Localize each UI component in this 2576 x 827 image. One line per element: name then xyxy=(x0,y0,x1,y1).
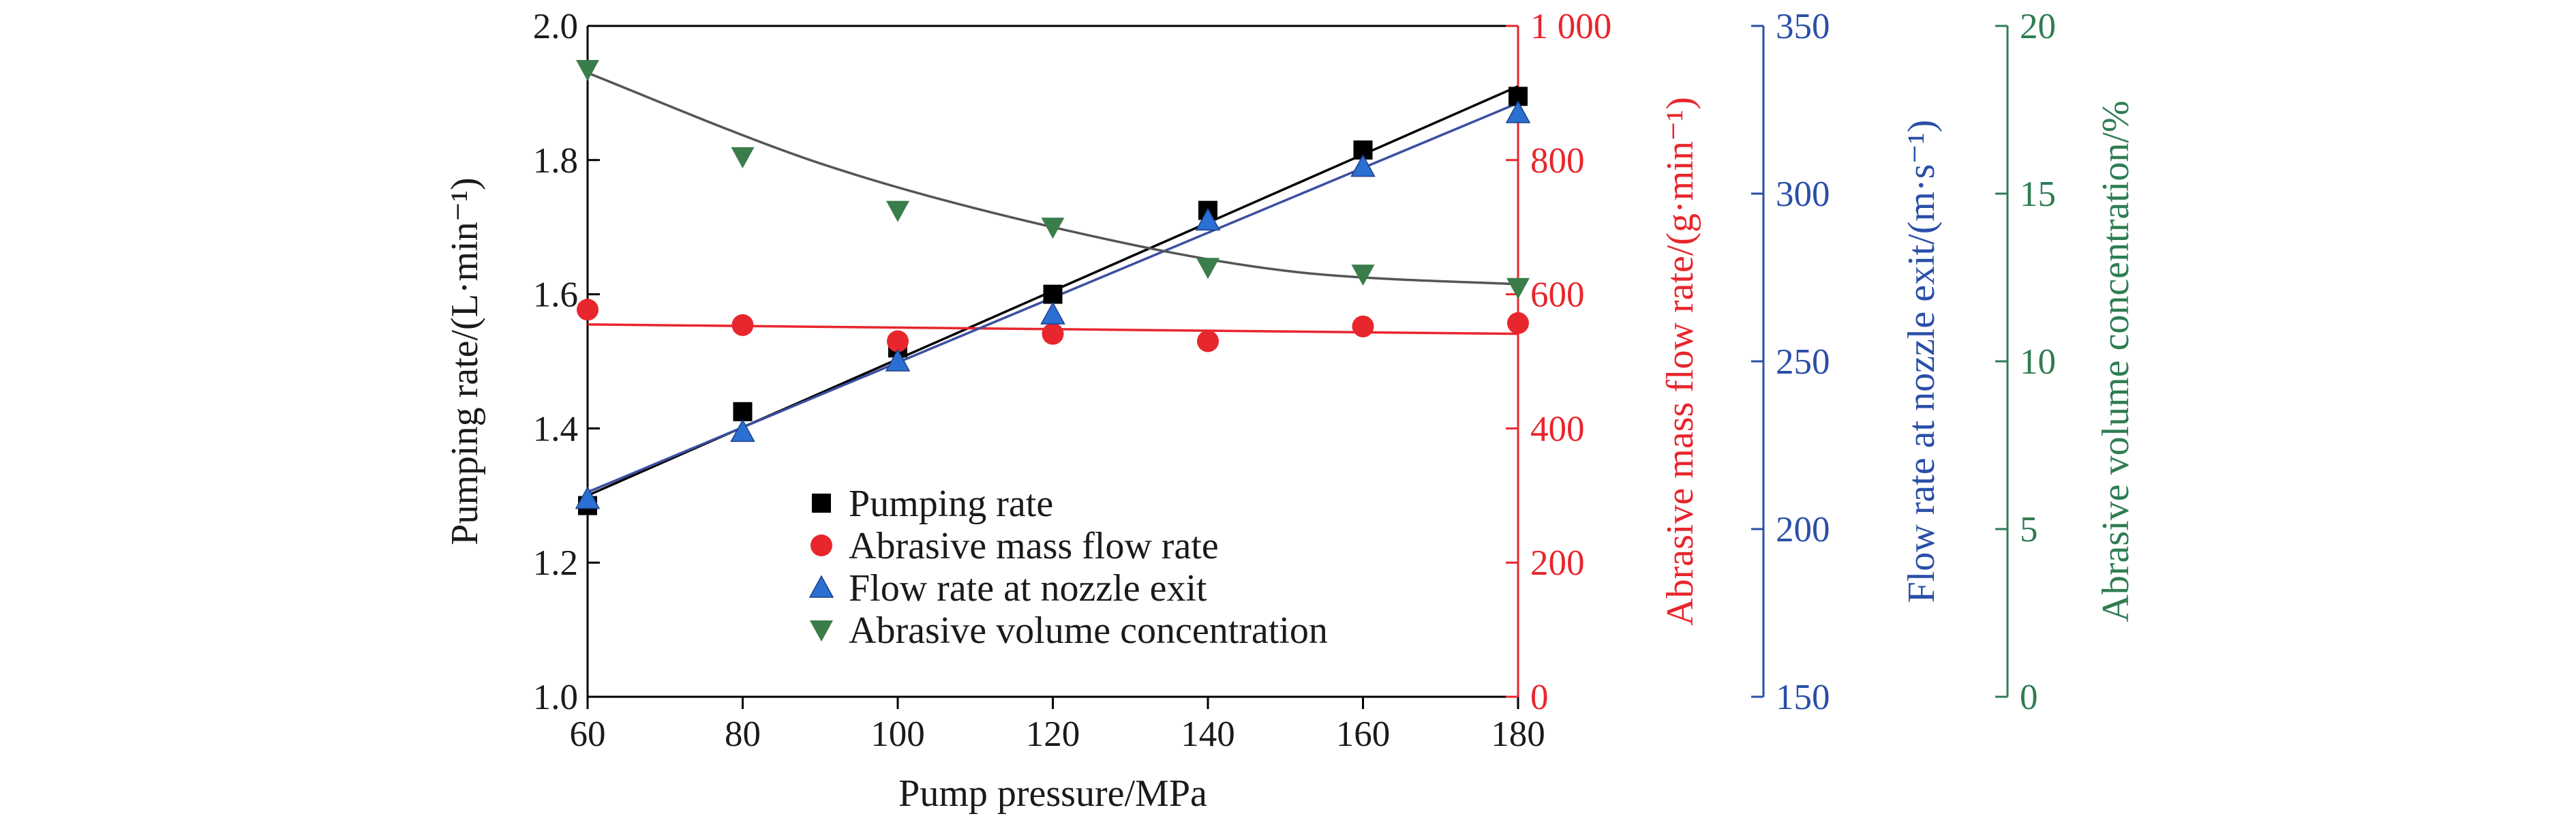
legend-marker xyxy=(810,620,833,642)
left-tick-label: 2.0 xyxy=(533,7,578,46)
data-point-right1 xyxy=(577,299,598,321)
right1-tick-label: 0 xyxy=(1530,678,1549,717)
data-point-right1 xyxy=(1197,330,1219,352)
legend-label: Pumping rate xyxy=(849,483,1053,525)
right1-tick-label: 1 000 xyxy=(1530,7,1611,46)
right3-tick-label: 0 xyxy=(2020,678,2038,717)
left-tick-label: 1.2 xyxy=(533,543,578,583)
left-tick-label: 1.8 xyxy=(533,141,578,181)
right2-tick-label: 350 xyxy=(1776,7,1830,46)
legend-marker xyxy=(808,575,834,598)
data-point-right2 xyxy=(575,486,601,509)
data-point-right2 xyxy=(1195,207,1221,231)
right1-tick-label: 800 xyxy=(1530,141,1585,181)
data-point-right3 xyxy=(576,59,599,81)
right3-fit-line xyxy=(587,72,1519,286)
right1-axis-title: Abrasive mass flow rate/(g·min⁻¹) xyxy=(1659,97,1701,626)
right1-tick-label: 200 xyxy=(1530,543,1585,583)
legend-marker xyxy=(812,494,831,513)
data-point-right3 xyxy=(1506,277,1530,299)
right1-tick-label: 400 xyxy=(1530,409,1585,449)
data-point-right1 xyxy=(1042,322,1064,345)
data-point-right2 xyxy=(1040,301,1065,325)
data-point-right1 xyxy=(731,314,754,336)
left-axis-title: Pumping rate/(L·min⁻¹) xyxy=(444,177,486,545)
x-tick-label: 60 xyxy=(570,715,606,754)
legend-marker xyxy=(810,535,832,556)
x-tick-label: 160 xyxy=(1336,715,1391,754)
right2-tick-label: 200 xyxy=(1776,510,1830,550)
data-point-right3 xyxy=(886,200,909,222)
right3-tick-label: 5 xyxy=(2020,510,2038,550)
data-point-right2 xyxy=(730,419,755,442)
data-point-right3 xyxy=(1041,217,1065,239)
data-point-right3 xyxy=(731,147,755,168)
x-tick-label: 80 xyxy=(725,715,761,754)
data-point-right2 xyxy=(1505,100,1531,123)
right2-axis-title: Flow rate at nozzle exit/(m·s⁻¹) xyxy=(1900,120,1943,603)
legend-label: Abrasive mass flow rate xyxy=(849,525,1219,567)
right3-tick-label: 15 xyxy=(2020,175,2056,214)
data-point-right2 xyxy=(885,348,911,372)
x-tick-label: 100 xyxy=(870,715,925,754)
x-tick-label: 120 xyxy=(1026,715,1080,754)
x-axis-title: Pump pressure/MPa xyxy=(898,772,1207,815)
x-tick-label: 140 xyxy=(1181,715,1235,754)
right3-tick-label: 10 xyxy=(2020,342,2056,382)
left-tick-label: 1.6 xyxy=(533,275,578,315)
right2-tick-label: 300 xyxy=(1776,175,1830,214)
data-point-right3 xyxy=(1351,265,1375,286)
data-point-right1 xyxy=(887,330,909,352)
data-point-right3 xyxy=(1196,258,1219,280)
right2-tick-label: 250 xyxy=(1776,342,1830,382)
data-point-left xyxy=(733,402,753,421)
legend-label: Flow rate at nozzle exit xyxy=(849,567,1207,610)
right1-tick-label: 600 xyxy=(1530,275,1585,315)
right3-axis-title: Abrasive volume concentration/% xyxy=(2095,100,2137,622)
left-tick-label: 1.4 xyxy=(533,409,578,449)
data-point-left xyxy=(1043,284,1063,304)
legend-label: Abrasive volume concentration xyxy=(849,610,1328,652)
data-point-right2 xyxy=(1350,154,1376,177)
x-tick-label: 180 xyxy=(1491,715,1545,754)
data-point-right1 xyxy=(1352,315,1374,337)
right3-tick-label: 20 xyxy=(2020,7,2056,46)
right2-tick-label: 150 xyxy=(1776,678,1830,717)
left-tick-label: 1.0 xyxy=(533,678,578,717)
data-point-right1 xyxy=(1507,312,1529,334)
